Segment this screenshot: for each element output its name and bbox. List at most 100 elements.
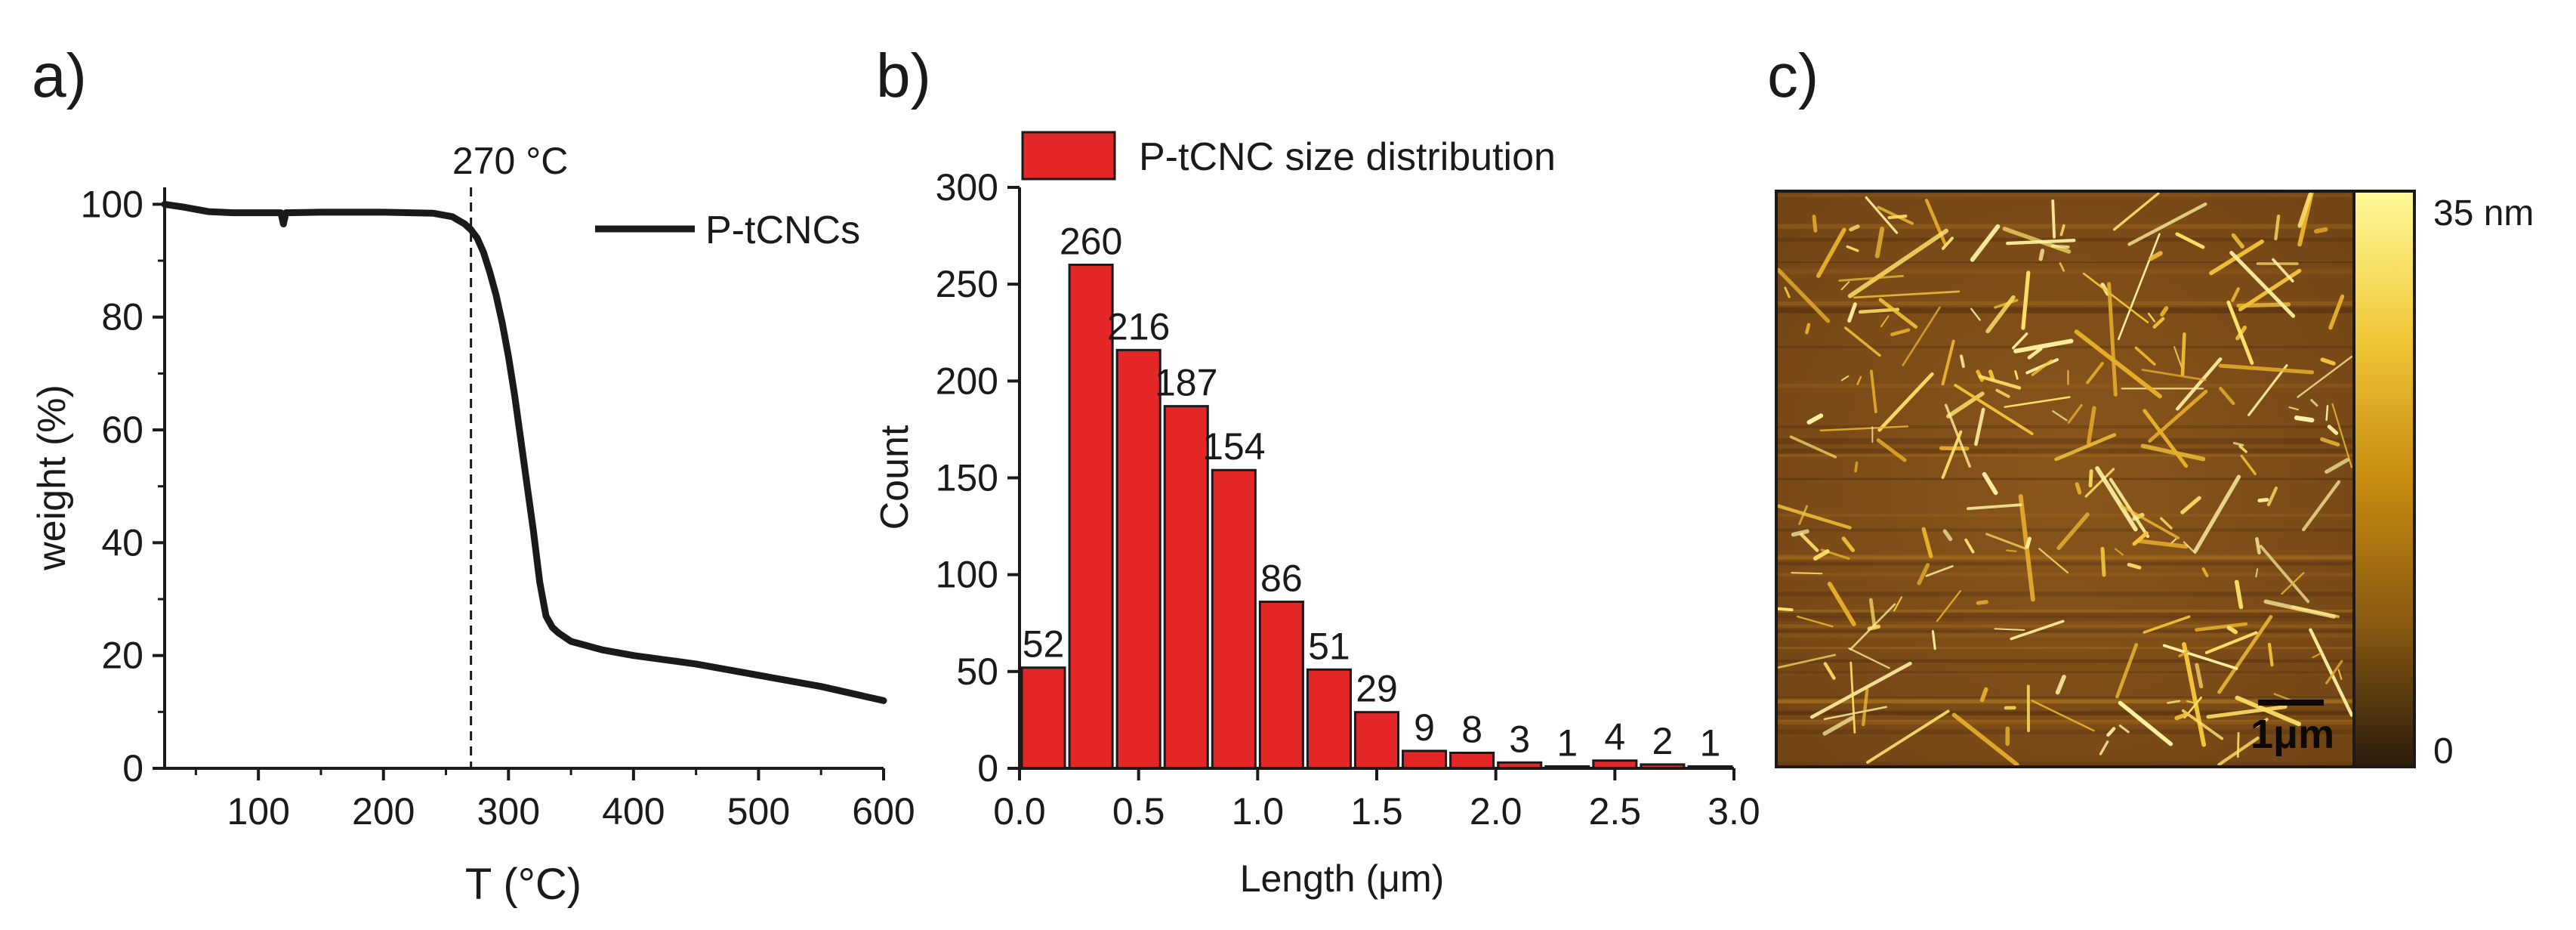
afm-scan-streak <box>1776 224 2354 229</box>
afm-fiber <box>2235 695 2302 727</box>
afm-fiber <box>1994 628 2025 631</box>
afm-fiber <box>2054 433 2117 462</box>
afm-fiber <box>1877 205 1914 225</box>
hist-x-axis-title: Length (μm) <box>1240 857 1445 900</box>
afm-fiber <box>2175 357 2223 411</box>
afm-fiber <box>2134 346 2156 366</box>
afm-fiber <box>2204 631 2258 654</box>
afm-scan-streak <box>1776 647 2354 649</box>
afm-fiber <box>2038 249 2045 261</box>
afm-scan-streak <box>1776 561 2354 566</box>
hist-bar <box>1115 348 1162 770</box>
afm-fiber <box>2325 405 2329 422</box>
afm-fiber <box>2219 387 2235 406</box>
afm-fiber <box>2238 445 2247 453</box>
afm-fiber <box>2331 403 2353 468</box>
hist-bar-value-label: 2 <box>1652 720 1673 762</box>
afm-fiber <box>2160 517 2173 530</box>
afm-fiber <box>1853 290 1961 299</box>
afm-fiber <box>2231 233 2244 249</box>
afm-fiber <box>1847 228 1949 298</box>
afm-fiber <box>2263 599 2337 619</box>
tga-y-axis-title: weight (%) <box>30 385 74 571</box>
afm-fiber <box>2021 270 2031 330</box>
afm-fiber <box>1988 369 1995 382</box>
panel-label-a: a) <box>32 42 87 110</box>
afm-fiber <box>2055 675 2066 695</box>
afm-fiber <box>1941 339 1955 386</box>
afm-scan-streak <box>1776 261 2354 264</box>
afm-fiber <box>2141 369 2207 382</box>
afm-fiber <box>2175 232 2205 249</box>
afm-fiber <box>2137 539 2189 549</box>
hist-x-tick-label: 2.5 <box>1589 790 1642 833</box>
afm-image: 1μm <box>1775 190 2355 768</box>
afm-scan-streak <box>1776 528 2354 532</box>
afm-fiber <box>1784 286 1791 298</box>
afm-fiber <box>2327 425 2339 435</box>
afm-fiber <box>1970 224 2001 262</box>
afm-fiber <box>2195 622 2248 632</box>
afm-fiber <box>2107 282 2118 397</box>
afm-scan-streak <box>1776 477 2354 480</box>
afm-scan-streak <box>1776 609 2354 613</box>
afm-fiber <box>2325 660 2343 684</box>
hist-bar <box>1068 264 1114 770</box>
afm-fiber <box>2167 700 2181 704</box>
afm-scan-streak <box>1776 712 2354 715</box>
afm-fiber <box>2226 300 2254 365</box>
afm-fiber <box>1812 215 1818 233</box>
hist-y-ticks: 0 50 100 150 200 250 300 <box>936 166 1020 789</box>
afm-fiber <box>1776 504 1852 530</box>
afm-scan-streak <box>1776 613 2354 618</box>
afm-fiber <box>1822 715 1854 736</box>
afm-fiber <box>1974 407 1985 446</box>
afm-fiber <box>2152 317 2165 329</box>
tga-y-tick-label: 20 <box>101 635 143 677</box>
afm-fiber <box>2274 214 2281 241</box>
afm-fiber <box>2217 615 2273 694</box>
afm-fiber <box>1805 323 1811 335</box>
hist-x-tick-label: 1.5 <box>1350 790 1403 833</box>
afm-fiber <box>2325 458 2349 474</box>
afm-fiber <box>1847 302 1857 323</box>
afm-fiber <box>2143 615 2191 634</box>
hist-bar-value-label: 86 <box>1260 558 1303 600</box>
afm-scan-streak <box>1776 425 2354 429</box>
afm-fiber <box>2217 736 2260 767</box>
hist-x-axis-title-name: Length <box>1240 857 1356 900</box>
afm-scan-streak <box>1776 659 2354 663</box>
tga-x-axis-title: T (°C) <box>465 860 582 909</box>
afm-scan-streak <box>1776 624 2354 629</box>
afm-fiber <box>1890 328 1911 336</box>
afm-colorbar <box>2352 190 2416 768</box>
afm-fiber <box>2084 468 2115 498</box>
hist-bar-value-label: 8 <box>1461 708 1482 750</box>
afm-scan-streak <box>1776 671 2354 674</box>
afm-fiber <box>1995 388 2010 398</box>
afm-colorbar-max-label: 35 nm <box>2433 193 2534 233</box>
tga-x-tick-label: 200 <box>352 790 415 833</box>
afm-fiber <box>2132 531 2149 546</box>
afm-scan-streak <box>1776 633 2354 638</box>
afm-fiber <box>1777 653 1836 669</box>
afm-fiber <box>2059 224 2065 236</box>
afm-fiber <box>2095 466 2138 532</box>
afm-fiber <box>2147 312 2156 323</box>
afm-fiber <box>2038 548 2069 574</box>
hist-bar <box>1211 468 1257 770</box>
afm-scan-streak <box>1776 616 2354 621</box>
afm-fiber <box>2118 233 2161 341</box>
afm-scale-bar-label: 1μm <box>2251 712 2334 757</box>
afm-fiber <box>2113 192 2160 231</box>
afm-fiber <box>2118 700 2173 746</box>
afm-fiber <box>1809 661 1912 719</box>
afm-fiber <box>1791 529 1809 537</box>
afm-scan-streak <box>1776 719 2354 722</box>
afm-scan-streak <box>1776 710 2354 716</box>
hist-x-tick-label: 0.5 <box>1112 790 1165 833</box>
afm-fiber <box>1877 372 1934 432</box>
hist-bar-value-label: 4 <box>1604 716 1625 759</box>
hist-bar-value-label: 154 <box>1202 425 1265 468</box>
hist-x-tick-label: 1.0 <box>1232 790 1285 833</box>
